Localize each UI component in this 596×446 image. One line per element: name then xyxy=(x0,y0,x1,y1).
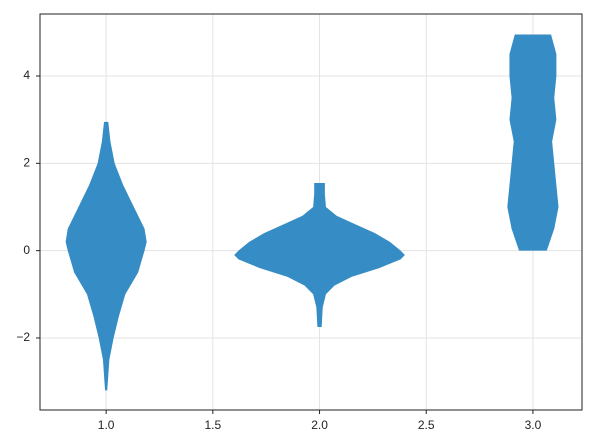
plot-frame xyxy=(39,13,583,411)
y-tick-label: 2 xyxy=(23,155,30,169)
labels: 1.0 1.5 2.0 2.5 3.0 −2 0 2 4 xyxy=(16,68,541,432)
x-tick-label: 1.0 xyxy=(98,418,115,432)
violin xyxy=(507,34,559,251)
y-tick-label: 0 xyxy=(23,243,30,257)
x-tick-label: 2.5 xyxy=(418,418,435,432)
y-tick-label: 4 xyxy=(23,68,30,82)
violin xyxy=(65,121,147,391)
y-tick-label: −2 xyxy=(16,330,30,344)
x-tick-label: 3.0 xyxy=(525,418,542,432)
x-tick-label: 1.5 xyxy=(204,418,221,432)
violin xyxy=(234,182,405,328)
x-tick-label: 2.0 xyxy=(311,418,328,432)
marks xyxy=(65,34,559,391)
